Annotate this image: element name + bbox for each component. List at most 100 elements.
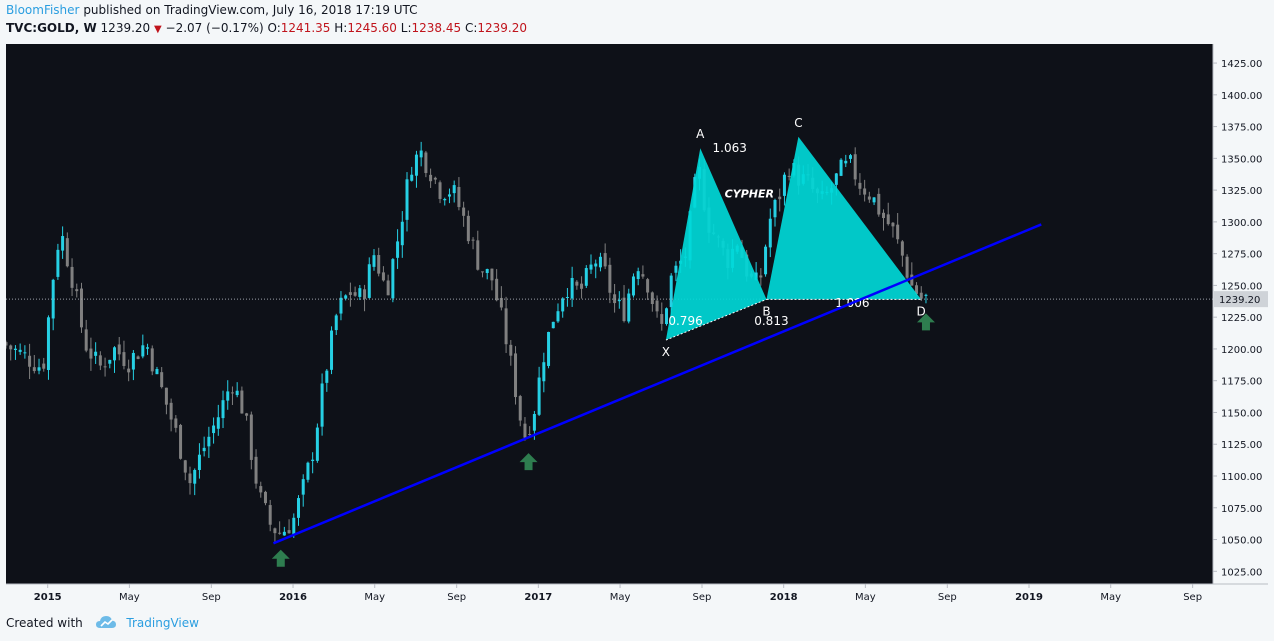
candle (575, 280, 579, 290)
pattern-point-b: B (762, 304, 770, 318)
candle (226, 380, 230, 410)
pattern-triangle-bcd (766, 136, 922, 300)
candle-body (759, 275, 763, 278)
candle (221, 390, 225, 429)
candle-body (278, 532, 282, 534)
candle (896, 213, 900, 244)
high-value: 1245.60 (347, 21, 397, 35)
candle-body (13, 348, 17, 350)
candle-body (882, 212, 886, 219)
candle (249, 411, 253, 470)
candle (495, 269, 499, 302)
y-tick-label: 1025.00 (1221, 567, 1262, 578)
candle (61, 226, 65, 259)
author-link[interactable]: BloomFisher (6, 3, 80, 17)
ohlc-legend: TVC:GOLD, W 1239.20 ▼ −2.07 (−0.17%) O:1… (6, 21, 527, 35)
candle-body (495, 278, 499, 301)
price-axis[interactable]: 1025.00 1050.00 1075.00 1100.00 1125.00 1150.… (1213, 59, 1268, 578)
candle-body (561, 298, 565, 312)
candle (627, 288, 631, 324)
candle (900, 240, 904, 267)
x-tick-label: 2019 (1015, 592, 1043, 603)
y-tick-label: 1125.00 (1221, 440, 1262, 451)
y-tick-label: 1100.00 (1221, 472, 1262, 483)
candle-body (202, 447, 206, 452)
candle (268, 499, 272, 532)
candle (212, 417, 216, 444)
candle (433, 176, 437, 185)
x-tick-label: Sep (938, 592, 957, 603)
time-axis[interactable]: 2015 May Sep 2016 May Sep 2017 May Sep 2018 May Sep… (34, 584, 1202, 603)
tradingview-cloud-icon (95, 615, 117, 632)
candle-body (556, 311, 560, 322)
pattern-triangle-xab (665, 148, 767, 341)
candle (419, 141, 423, 167)
candle-body (315, 427, 319, 461)
candle-body (37, 367, 41, 371)
low-label: L: (400, 21, 412, 35)
candle-body (28, 355, 32, 367)
footer: Created with TradingView (6, 615, 199, 632)
candle (94, 342, 98, 364)
y-tick-label: 1050.00 (1221, 536, 1262, 547)
up-arrow-icon (519, 453, 538, 471)
candle-body (476, 240, 480, 270)
x-tick-label: Sep (1183, 592, 1202, 603)
candle (70, 258, 74, 297)
candle-body (386, 280, 390, 296)
candle-body (245, 413, 249, 416)
candle (37, 358, 41, 375)
tradingview-brand-link[interactable]: TradingView (126, 616, 199, 630)
candle-body (613, 294, 617, 304)
candle (410, 166, 414, 182)
candle-body (188, 473, 192, 484)
x-tick-label: May (1100, 592, 1121, 603)
low-value: 1238.45 (411, 21, 462, 35)
candle (122, 340, 126, 370)
candle-body (787, 175, 791, 177)
candle-body (61, 236, 65, 251)
candle (853, 147, 857, 186)
y-tick-label: 1175.00 (1221, 377, 1262, 388)
candle-body (608, 264, 612, 293)
candle-body (910, 274, 914, 286)
candle-body (113, 347, 117, 361)
candle-body (56, 249, 60, 277)
candle (452, 180, 456, 203)
candle-body (136, 356, 140, 359)
candle (9, 344, 13, 361)
candle-body (131, 352, 135, 370)
candle-body (400, 221, 404, 246)
candle (56, 243, 60, 280)
candle (509, 339, 513, 366)
y-tick-label: 1375.00 (1221, 123, 1262, 134)
open-value: 1241.35 (280, 21, 331, 35)
candle-body (622, 297, 626, 322)
candle-body (499, 297, 503, 308)
candle (631, 273, 635, 298)
candle (499, 286, 503, 311)
candle (259, 481, 263, 498)
candle-body (863, 188, 867, 195)
candle-body (330, 330, 334, 370)
candle-body (287, 530, 291, 534)
pattern-point-x: X (662, 345, 670, 359)
candle (197, 443, 201, 479)
candle (778, 188, 782, 212)
candle-body (235, 390, 239, 396)
publish-info: BloomFisher published on TradingView.com… (6, 3, 418, 17)
candle-body (655, 300, 659, 312)
candle (164, 387, 168, 415)
candle-body (504, 308, 508, 345)
support-trendline (272, 223, 1042, 545)
candle-body (462, 207, 466, 216)
candle-body (169, 402, 173, 420)
candle (79, 282, 83, 333)
candle-body (108, 359, 112, 364)
up-arrow-icon (271, 549, 290, 567)
candle-body (518, 396, 522, 421)
x-tick-label: May (855, 592, 876, 603)
candle (622, 285, 626, 323)
